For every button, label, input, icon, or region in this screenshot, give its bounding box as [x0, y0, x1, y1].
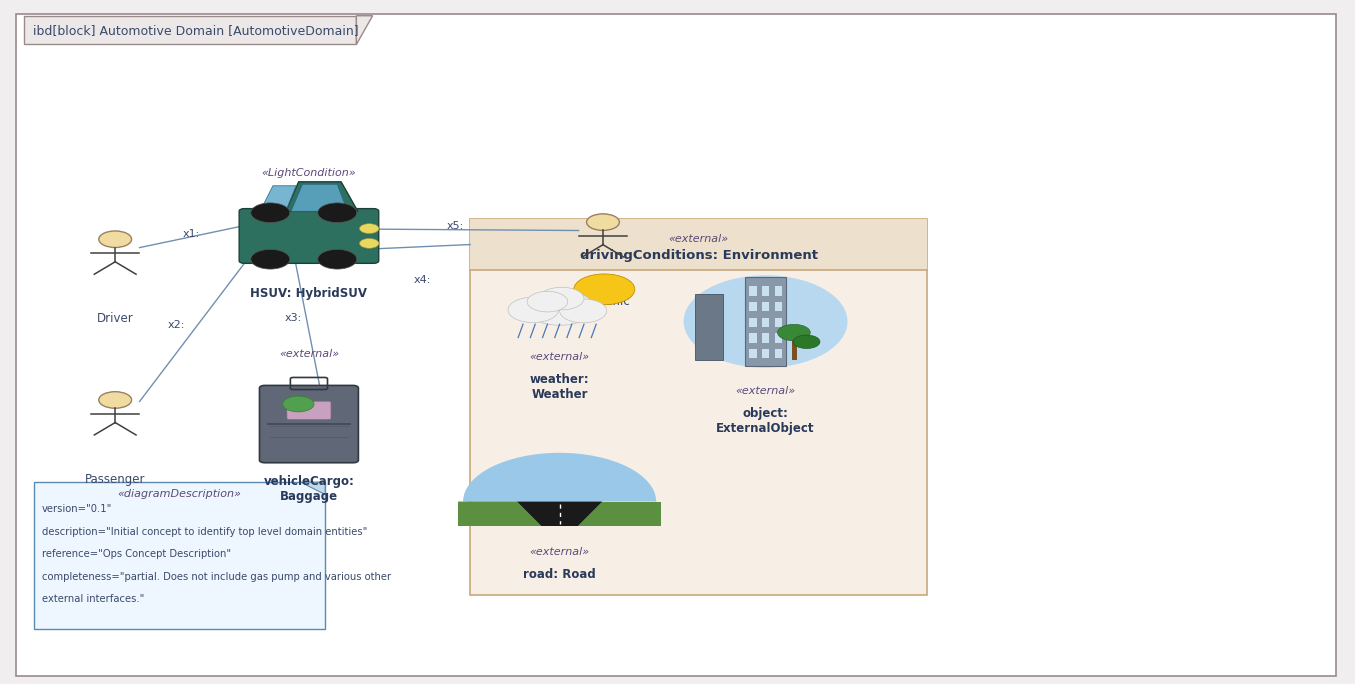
FancyBboxPatch shape	[238, 209, 378, 263]
Text: x4:: x4:	[413, 276, 431, 285]
Text: «external»: «external»	[279, 349, 339, 359]
Polygon shape	[260, 186, 295, 211]
FancyBboxPatch shape	[458, 501, 661, 526]
Circle shape	[99, 392, 131, 408]
Text: completeness="partial. Does not include gas pump and various other: completeness="partial. Does not include …	[42, 572, 392, 582]
Polygon shape	[286, 182, 358, 211]
Circle shape	[527, 291, 568, 312]
Wedge shape	[463, 453, 656, 501]
Circle shape	[317, 203, 356, 222]
FancyBboxPatch shape	[749, 349, 756, 358]
FancyBboxPatch shape	[762, 302, 770, 311]
FancyBboxPatch shape	[470, 219, 927, 595]
FancyBboxPatch shape	[749, 287, 756, 295]
Text: «external»: «external»	[668, 235, 729, 244]
Ellipse shape	[683, 275, 848, 368]
FancyBboxPatch shape	[34, 482, 325, 629]
Circle shape	[99, 231, 131, 248]
FancyBboxPatch shape	[24, 16, 356, 44]
Circle shape	[560, 299, 607, 323]
FancyBboxPatch shape	[775, 318, 782, 327]
FancyBboxPatch shape	[287, 401, 331, 420]
FancyBboxPatch shape	[762, 318, 770, 327]
Circle shape	[526, 290, 593, 325]
Text: description="Initial concept to identify top level domain entities": description="Initial concept to identify…	[42, 527, 367, 537]
Text: «external»: «external»	[530, 352, 589, 363]
FancyBboxPatch shape	[775, 349, 782, 358]
Text: vehicleCargo:
Baggage: vehicleCargo: Baggage	[263, 475, 355, 503]
FancyBboxPatch shape	[749, 302, 756, 311]
FancyBboxPatch shape	[695, 294, 724, 360]
FancyBboxPatch shape	[749, 318, 756, 327]
FancyBboxPatch shape	[775, 334, 782, 343]
Text: x1:: x1:	[183, 229, 201, 239]
FancyBboxPatch shape	[16, 14, 1336, 676]
Text: x2:: x2:	[168, 320, 186, 330]
FancyBboxPatch shape	[749, 334, 756, 343]
FancyBboxPatch shape	[762, 349, 770, 358]
FancyBboxPatch shape	[791, 337, 797, 360]
Circle shape	[793, 335, 820, 349]
Text: HSUV: HybridSUV: HSUV: HybridSUV	[251, 287, 367, 300]
Circle shape	[587, 214, 619, 231]
Text: Driver: Driver	[96, 312, 134, 325]
Circle shape	[359, 224, 379, 233]
Text: Mechanic: Mechanic	[575, 295, 631, 308]
Polygon shape	[458, 501, 541, 526]
Circle shape	[778, 324, 810, 341]
Circle shape	[508, 297, 558, 323]
Circle shape	[539, 287, 584, 310]
Text: «LightCondition»: «LightCondition»	[262, 168, 356, 178]
Circle shape	[251, 250, 290, 269]
FancyBboxPatch shape	[260, 386, 358, 462]
Polygon shape	[516, 501, 602, 526]
Text: x3:: x3:	[285, 313, 302, 323]
Text: object:
ExternalObject: object: ExternalObject	[717, 407, 814, 435]
Polygon shape	[301, 482, 325, 495]
FancyBboxPatch shape	[470, 219, 927, 270]
Text: «external»: «external»	[530, 547, 589, 557]
Circle shape	[251, 203, 290, 222]
Polygon shape	[577, 501, 661, 526]
Circle shape	[283, 396, 314, 412]
FancyBboxPatch shape	[775, 287, 782, 295]
Polygon shape	[356, 16, 373, 44]
Text: x5:: x5:	[447, 221, 465, 231]
FancyBboxPatch shape	[762, 287, 770, 295]
Text: external interfaces.": external interfaces."	[42, 594, 145, 605]
Text: road: Road: road: Road	[523, 568, 596, 581]
FancyBboxPatch shape	[745, 277, 786, 366]
Text: weather:
Weather: weather: Weather	[530, 373, 589, 401]
Text: ibd[block] Automotive Domain [AutomotiveDomain]: ibd[block] Automotive Domain [Automotive…	[33, 23, 358, 37]
Text: «diagramDescription»: «diagramDescription»	[118, 489, 241, 499]
Text: reference="Ops Concept Description": reference="Ops Concept Description"	[42, 549, 232, 560]
Text: «external»: «external»	[736, 386, 795, 397]
Text: drivingConditions: Environment: drivingConditions: Environment	[580, 249, 817, 263]
FancyBboxPatch shape	[762, 334, 770, 343]
Polygon shape	[291, 184, 347, 211]
Circle shape	[359, 239, 379, 248]
Text: version="0.1": version="0.1"	[42, 504, 112, 514]
Circle shape	[575, 274, 634, 305]
Circle shape	[317, 250, 356, 269]
Text: Passenger: Passenger	[85, 473, 145, 486]
FancyBboxPatch shape	[775, 302, 782, 311]
